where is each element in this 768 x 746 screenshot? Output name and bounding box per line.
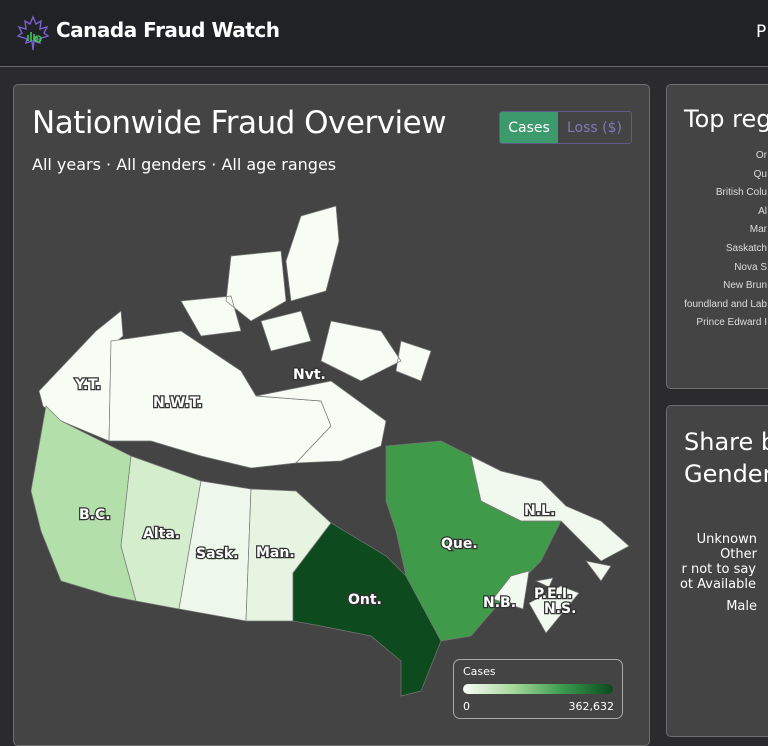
region-bar-label: Qu <box>753 168 767 180</box>
pie-label-male: Male <box>726 599 757 614</box>
legend-max: 362,632 <box>568 700 615 713</box>
page-title: Nationwide Fraud Overview <box>32 105 447 141</box>
region-bar-label: Nova S <box>734 261 767 273</box>
pie-label-unknown: Unknown <box>696 532 757 547</box>
filter-summary: All years · All genders · All age ranges <box>32 155 337 174</box>
metric-toggle[interactable]: Cases Loss ($) <box>499 111 632 144</box>
region-nl[interactable] <box>470 455 630 582</box>
region-bc[interactable] <box>30 405 137 602</box>
gender-share-panel: Share b Gender Unknown Other r not to say… <box>666 405 768 737</box>
label-nl: N.L. <box>524 503 555 519</box>
top-regions-title: Top reg <box>684 105 768 133</box>
label-ont: Ont. <box>348 592 382 608</box>
top-regions-panel: Top reg Or Qu British Colu Al Mar Saskat… <box>666 84 768 389</box>
top-bar: Canada Fraud Watch P <box>0 0 768 67</box>
app-title: Canada Fraud Watch <box>56 18 280 42</box>
label-alta: Alta. <box>143 526 180 542</box>
region-bar-label: Al <box>758 205 767 217</box>
region-bar-label: Or <box>755 150 767 161</box>
maple-leaf-logo-icon <box>16 15 50 51</box>
region-pei[interactable] <box>534 577 554 588</box>
region-bar-label: Prince Edward I <box>696 317 767 329</box>
cases-toggle-button[interactable]: Cases <box>500 112 558 143</box>
label-yt: Y.T. <box>74 377 101 393</box>
label-ns: N.S. <box>544 601 576 617</box>
label-que: Que. <box>441 536 478 552</box>
label-nvt: Nvt. <box>293 367 326 383</box>
label-bc: B.C. <box>79 507 111 523</box>
nav-link[interactable]: P <box>756 22 767 42</box>
top-regions-list: Or Qu British Colu Al Mar Saskatch Nova … <box>684 150 767 336</box>
label-sask: Sask. <box>196 546 239 562</box>
loss-toggle-button[interactable]: Loss ($) <box>567 119 622 136</box>
region-bar-label: New Brun <box>723 280 767 292</box>
label-nwt: N.W.T. <box>153 395 202 411</box>
region-bar-label: Mar <box>749 224 767 236</box>
legend-min: 0 <box>463 700 470 713</box>
legend-color-scale <box>463 684 613 694</box>
pie-label-not-available: ot Available <box>679 577 756 592</box>
region-bar-label: British Colu <box>715 187 767 199</box>
legend-title: Cases <box>463 665 496 678</box>
canada-map: Y.T. N.W.T. Nvt. B.C. Alta. Sask. Man. O… <box>30 205 630 697</box>
overview-panel: Nationwide Fraud Overview All years · Al… <box>13 84 650 746</box>
region-bar-label: foundland and Lab <box>684 298 767 310</box>
arctic-islands <box>180 205 432 382</box>
region-ont[interactable] <box>292 522 442 697</box>
region-nb[interactable] <box>492 570 530 610</box>
label-pei: P.E.I. <box>534 586 572 602</box>
map-legend: Cases 0 362,632 <box>453 659 623 719</box>
region-alta[interactable] <box>120 455 202 610</box>
region-nvt[interactable] <box>255 380 387 464</box>
pie-label-other: Other <box>720 547 757 562</box>
gender-share-title: Share b Gender <box>684 428 768 488</box>
region-ns[interactable] <box>528 585 580 634</box>
region-bar-label: Saskatch <box>725 242 767 254</box>
label-man: Man. <box>256 545 295 561</box>
pie-label-prefer-not: r not to say <box>681 562 756 577</box>
label-nb: N.B. <box>483 595 516 611</box>
